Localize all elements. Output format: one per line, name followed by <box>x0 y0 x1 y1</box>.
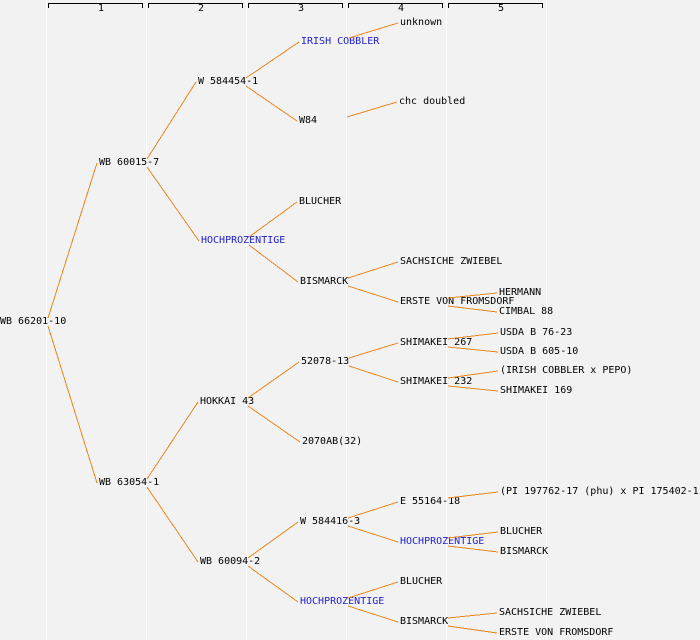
pedigree-node-wb63054-1[interactable]: WB 63054-1 <box>99 477 160 488</box>
pedigree-edge-line <box>347 261 399 279</box>
pedigree-node-erste-von-fromsdorf-1[interactable]: ERSTE VON FROMSDORF <box>400 296 515 307</box>
pedigree-node-w584416-3[interactable]: W 584416-3 <box>300 516 361 527</box>
pedigree-node-shimakei-232[interactable]: SHIMAKEI 232 <box>400 376 473 387</box>
generation-bracket <box>48 3 143 8</box>
pedigree-node-irish-cobbler[interactable]: IRISH COBBLER <box>301 36 380 47</box>
pedigree-edge-line <box>247 361 300 399</box>
pedigree-edge-line <box>248 201 298 238</box>
pedigree-edge-line <box>247 521 299 559</box>
pedigree-node-cimbal-88[interactable]: CIMBAL 88 <box>499 306 554 317</box>
pedigree-edge-line <box>248 244 299 283</box>
pedigree-edge-line <box>347 525 399 543</box>
pedigree-node-unknown[interactable]: unknown <box>400 17 443 28</box>
pedigree-node-bismarck-3[interactable]: BISMARCK <box>400 616 449 627</box>
pedigree-node-hokkai-43[interactable]: HOKKAI 43 <box>200 396 255 407</box>
generation-number: 3 <box>297 3 305 14</box>
pedigree-node-irish-cobbler-x-pepo[interactable]: (IRISH COBBLER x PEPO) <box>500 365 633 376</box>
pedigree-node-erste-von-fromsdorf-2[interactable]: ERSTE VON FROMSDORF <box>499 627 614 638</box>
pedigree-node-hochprozentige-2[interactable]: HOCHPROZENTIGE <box>400 536 485 547</box>
pedigree-edge-line <box>348 342 399 359</box>
pedigree-node-wb60015-7[interactable]: WB 60015-7 <box>99 157 160 168</box>
pedigree-edge-line <box>347 285 399 303</box>
pedigree-node-wb60094-2[interactable]: WB 60094-2 <box>200 556 261 567</box>
generation-bracket <box>348 3 443 8</box>
pedigree-node-blucher-3[interactable]: BLUCHER <box>400 576 443 587</box>
pedigree-node-bismarck-1[interactable]: BISMARCK <box>300 276 349 287</box>
pedigree-edge-line <box>347 605 399 623</box>
pedigree-node-shimakei-267[interactable]: SHIMAKEI 267 <box>400 337 473 348</box>
pedigree-node-sachsiche-zwiebel-1[interactable]: SACHSICHE ZWIEBEL <box>400 256 503 267</box>
pedigree-node-wb66201-10[interactable]: WB 66201-10 <box>0 316 67 327</box>
pedigree-edge-line <box>447 625 498 634</box>
column-separator-line <box>346 0 347 640</box>
generation-number: 5 <box>497 3 505 14</box>
pedigree-node-sachsiche-zwiebel-2[interactable]: SACHSICHE ZWIEBEL <box>499 607 602 618</box>
column-separator-line <box>46 0 47 640</box>
generation-number: 2 <box>197 3 205 14</box>
pedigree-edge-line <box>146 401 199 480</box>
pedigree-edge-line <box>348 365 399 383</box>
pedigree-node-w584454-1[interactable]: W 584454-1 <box>198 76 259 87</box>
column-separator-line <box>546 0 547 640</box>
pedigree-edge-line <box>245 41 300 79</box>
generation-number: 4 <box>397 3 405 14</box>
column-separator-line <box>246 0 247 640</box>
pedigree-node-usda-b-605-10[interactable]: USDA B 605-10 <box>500 346 579 357</box>
generation-bracket <box>148 3 243 8</box>
generation-bracket <box>448 3 543 8</box>
generation-number: 1 <box>97 3 105 14</box>
pedigree-edge-line <box>47 162 98 319</box>
pedigree-node-w84[interactable]: W84 <box>299 115 318 126</box>
pedigree-edge-line <box>146 81 197 160</box>
generation-bracket <box>248 3 343 8</box>
pedigree-node-hochprozentige-1[interactable]: HOCHPROZENTIGE <box>201 235 286 246</box>
pedigree-node-hochprozentige-3[interactable]: HOCHPROZENTIGE <box>300 596 385 607</box>
pedigree-node-shimakei-169[interactable]: SHIMAKEI 169 <box>500 385 573 396</box>
pedigree-edge-line <box>447 612 498 619</box>
pedigree-node-e55164-18[interactable]: E 55164-18 <box>400 496 461 507</box>
pedigree-node-pi-cross[interactable]: (PI 197762-17 (phu) x PI 175402-1 <box>500 486 699 497</box>
pedigree-node-chc-doubled[interactable]: chc doubled <box>399 96 466 107</box>
pedigree-edge-line <box>247 405 301 443</box>
pedigree-edge-line <box>346 101 398 118</box>
column-separator-line <box>146 0 147 640</box>
pedigree-node-usda-b-76-23[interactable]: USDA B 76-23 <box>500 327 573 338</box>
pedigree-node-52078-13[interactable]: 52078-13 <box>301 356 350 367</box>
pedigree-edge-line <box>247 565 299 603</box>
pedigree-node-hermann[interactable]: HERMANN <box>499 287 542 298</box>
pedigree-node-bismarck-2[interactable]: BISMARCK <box>500 546 549 557</box>
column-separator-line <box>446 0 447 640</box>
pedigree-edge-line <box>47 325 98 484</box>
pedigree-edge-line <box>245 85 298 122</box>
pedigree-edge-line <box>146 166 200 242</box>
pedigree-node-blucher-1[interactable]: BLUCHER <box>299 196 342 207</box>
pedigree-node-2070ab-32[interactable]: 2070AB(32) <box>302 436 363 447</box>
pedigree-node-blucher-2[interactable]: BLUCHER <box>500 526 543 537</box>
pedigree-edge-line <box>146 486 199 563</box>
